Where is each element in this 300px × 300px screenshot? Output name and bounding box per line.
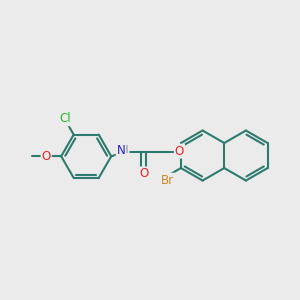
Text: H: H [121,146,129,155]
Text: Cl: Cl [60,112,71,125]
Text: Br: Br [161,174,174,187]
Text: O: O [41,150,51,163]
Text: O: O [175,145,184,158]
Text: O: O [139,167,148,180]
Text: N: N [117,144,125,157]
